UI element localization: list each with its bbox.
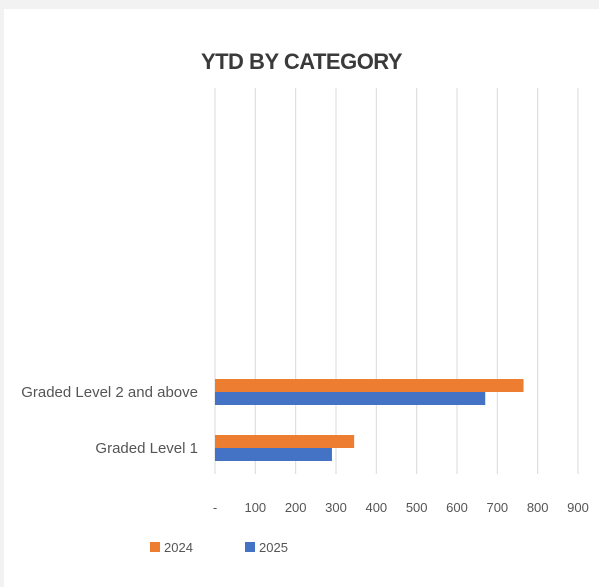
category-label: Graded Level 2 and above — [21, 384, 198, 401]
x-tick-label: 900 — [567, 500, 589, 515]
x-tick-label: 200 — [285, 500, 307, 515]
chart-title: YTD BY CATEGORY — [200, 49, 403, 74]
bar — [215, 379, 524, 392]
x-tick-label: 600 — [446, 500, 468, 515]
x-tick-label: 300 — [325, 500, 347, 515]
x-tick-label: 400 — [365, 500, 387, 515]
legend-label: 2025 — [259, 540, 288, 555]
bar — [215, 435, 355, 448]
x-tick-label: 700 — [486, 500, 508, 515]
legend-swatch — [150, 542, 160, 552]
category-label: Graded Level 1 — [95, 440, 198, 457]
bar — [215, 392, 486, 405]
x-tick-label: - — [213, 500, 217, 515]
x-tick-label: 800 — [527, 500, 549, 515]
legend-swatch — [245, 542, 255, 552]
x-tick-label: 100 — [244, 500, 266, 515]
chart-card: YTD BY CATEGORY — [4, 9, 599, 587]
legend-label: 2024 — [164, 540, 193, 555]
bar — [215, 448, 332, 461]
x-tick-label: 500 — [406, 500, 428, 515]
